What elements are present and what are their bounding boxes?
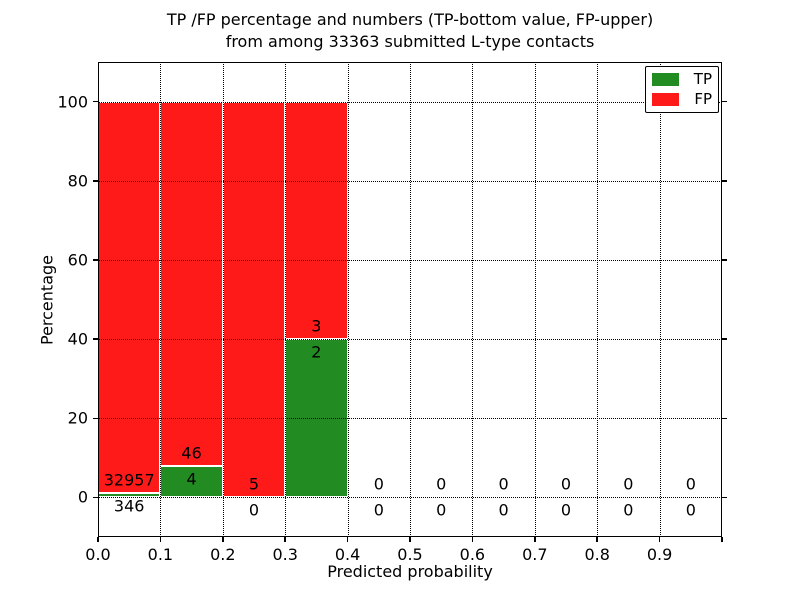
- tp-count-label: 346: [113, 496, 145, 516]
- tp-count-label: 2: [311, 342, 322, 362]
- vertical-gridline: [410, 62, 411, 537]
- x-tick-mark: [346, 537, 349, 542]
- tp-count-label: 0: [498, 500, 509, 520]
- x-tick-label: 0.7: [522, 545, 548, 564]
- x-tick-label: 0.3: [272, 545, 298, 564]
- y-tick-label: 40: [67, 329, 88, 349]
- y-tick-mark-right: [722, 496, 727, 499]
- x-tick-mark: [222, 537, 224, 542]
- vertical-gridline: [659, 62, 661, 537]
- fp-count-label: 46: [181, 443, 202, 463]
- x-tick-label: 0.1: [147, 545, 174, 564]
- fp-count-label: 0: [373, 474, 384, 494]
- vertical-gridline: [285, 62, 287, 537]
- tp-count-label: 0: [623, 500, 634, 520]
- legend-item-tp: TP: [652, 72, 712, 87]
- x-tick-label: 0.9: [646, 545, 673, 564]
- x-tick-mark: [97, 537, 99, 542]
- fp-count-label: 0: [498, 474, 509, 494]
- x-axis-label: Predicted probability: [327, 562, 493, 581]
- legend-swatch-fp: [652, 93, 679, 106]
- tp-count-label: 0: [560, 500, 572, 520]
- y-tick-mark-right: [722, 100, 727, 103]
- y-tick-mark: [93, 180, 98, 182]
- chart-title-line1: TP /FP percentage and numbers (TP-bottom…: [166, 10, 654, 29]
- x-tick-label: 0.2: [210, 545, 236, 564]
- y-tick-mark-right: [722, 417, 727, 419]
- bar-segment-fp: [98, 101, 161, 494]
- vertical-gridline: [472, 62, 474, 537]
- vertical-gridline: [597, 62, 599, 537]
- bar-segment-tp: [285, 339, 348, 498]
- tp-count-label: 0: [436, 500, 447, 520]
- x-tick-mark: [409, 537, 411, 542]
- vertical-gridline: [222, 62, 224, 537]
- bar-segment-tp: [160, 465, 223, 498]
- y-tick-mark: [93, 496, 98, 499]
- legend-item-fp: FP: [652, 92, 712, 107]
- fp-count-label: 32957: [103, 470, 155, 490]
- fp-count-label: 5: [248, 474, 260, 494]
- bar-segment-fp: [285, 101, 348, 340]
- x-tick-label: 0.0: [85, 545, 111, 564]
- x-tick-mark: [471, 537, 474, 542]
- fp-count-label: 0: [436, 474, 447, 494]
- fp-count-label: 0: [560, 474, 572, 494]
- y-tick-label: 60: [67, 250, 88, 270]
- y-tick-label: 0: [77, 487, 88, 507]
- y-tick-label: 80: [67, 171, 88, 191]
- x-tick-mark: [284, 537, 286, 542]
- y-tick-mark: [93, 417, 98, 419]
- y-tick-label: 100: [57, 92, 88, 112]
- plot-area: 32957 346 46 4 5 0 3 2 0 0 0 0 0 0 0 0 0 0 0 0: [98, 62, 722, 537]
- tp-count-label: 0: [248, 500, 260, 520]
- y-tick-mark-right: [722, 259, 727, 261]
- tp-count-label: 4: [186, 469, 197, 489]
- y-tick-mark: [93, 100, 98, 103]
- x-tick-mark: [721, 537, 723, 542]
- bar-segment-fp: [222, 101, 286, 498]
- y-tick-mark: [93, 338, 98, 340]
- fp-count-label: 0: [623, 474, 634, 494]
- x-tick-label: 0.8: [584, 545, 610, 564]
- chart-title-line2: from among 33363 submitted L-type contac…: [225, 32, 595, 51]
- y-tick-label: 20: [67, 408, 88, 428]
- vertical-gridline: [534, 62, 536, 537]
- y-tick-mark-right: [722, 338, 727, 340]
- x-tick-mark: [596, 537, 598, 542]
- tp-count-label: 0: [685, 500, 696, 520]
- x-tick-mark: [658, 537, 661, 542]
- x-tick-label: 0.4: [334, 545, 361, 564]
- x-tick-label: 0.6: [459, 545, 486, 564]
- bar-segment-fp: [160, 101, 223, 466]
- y-tick-mark: [93, 259, 98, 261]
- tp-count-label: 0: [373, 500, 384, 520]
- legend: TP FP: [645, 66, 719, 113]
- x-tick-mark: [159, 537, 162, 542]
- legend-swatch-tp: [652, 73, 679, 86]
- y-tick-mark-right: [722, 180, 727, 182]
- legend-label-fp: FP: [694, 90, 712, 108]
- fp-count-label: 0: [685, 474, 696, 494]
- vertical-gridline: [347, 62, 349, 537]
- x-tick-label: 0.5: [397, 545, 423, 564]
- fp-count-label: 3: [311, 316, 322, 336]
- vertical-gridline: [160, 62, 162, 537]
- legend-label-tp: TP: [693, 70, 712, 88]
- x-tick-mark: [534, 537, 536, 542]
